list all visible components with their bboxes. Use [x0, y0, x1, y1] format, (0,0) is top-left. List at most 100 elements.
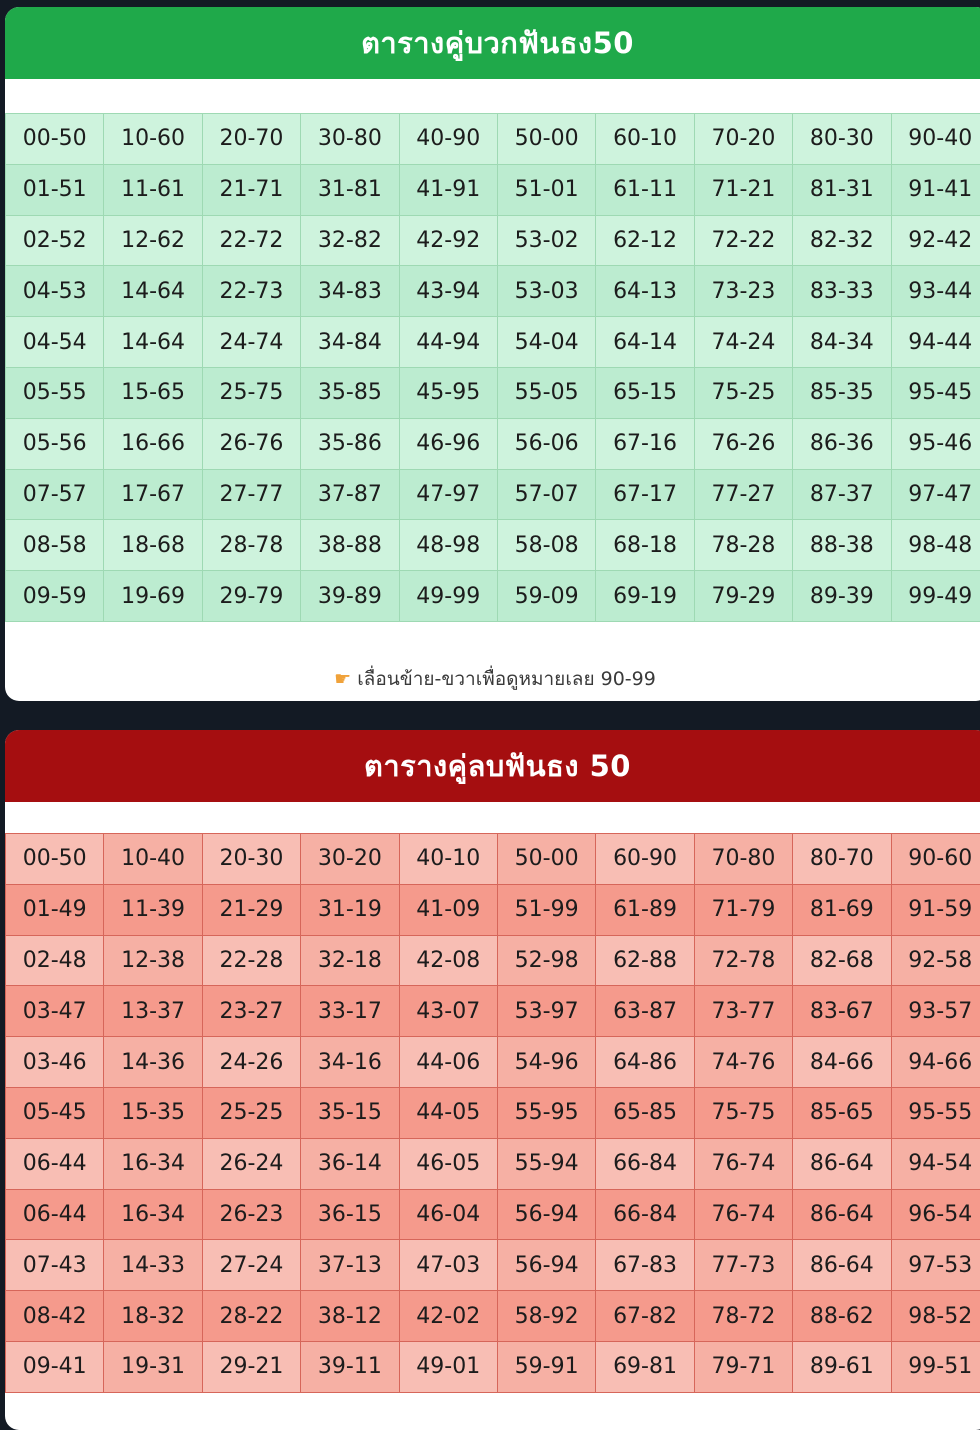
number-pair-cell: 78-28: [694, 520, 792, 571]
number-pair-cell: 00-50: [6, 834, 104, 885]
number-pair-cell: 91-59: [891, 884, 980, 935]
number-pair-cell: 49-01: [399, 1341, 497, 1392]
number-pair-cell: 46-96: [399, 418, 497, 469]
number-pair-cell: 76-74: [694, 1138, 792, 1189]
number-pair-cell: 12-62: [104, 215, 202, 266]
number-pair-cell: 22-73: [202, 266, 300, 317]
number-pair-cell: 35-15: [301, 1087, 399, 1138]
number-pair-cell: 76-26: [694, 418, 792, 469]
number-pair-cell: 61-89: [596, 884, 694, 935]
number-pair-cell: 67-16: [596, 418, 694, 469]
number-pair-cell: 58-08: [497, 520, 595, 571]
number-pair-cell: 56-94: [497, 1189, 595, 1240]
plus-table-title: ตารางคู่บวกฟันธง50: [5, 7, 980, 79]
number-pair-cell: 55-05: [497, 367, 595, 418]
number-pair-cell: 83-67: [793, 986, 891, 1037]
number-pair-cell: 92-42: [891, 215, 980, 266]
number-pair-cell: 28-78: [202, 520, 300, 571]
number-pair-cell: 74-24: [694, 317, 792, 368]
number-pair-cell: 05-55: [6, 367, 104, 418]
number-pair-cell: 18-32: [104, 1291, 202, 1342]
number-pair-cell: 90-40: [891, 114, 980, 165]
number-pair-cell: 73-77: [694, 986, 792, 1037]
number-pair-cell: 03-47: [6, 986, 104, 1037]
number-pair-cell: 00-50: [6, 114, 104, 165]
number-pair-cell: 06-44: [6, 1189, 104, 1240]
number-pair-cell: 21-71: [202, 164, 300, 215]
number-pair-cell: 70-80: [694, 834, 792, 885]
number-pair-cell: 44-05: [399, 1087, 497, 1138]
number-pair-cell: 64-86: [596, 1037, 694, 1088]
number-pair-cell: 45-95: [399, 367, 497, 418]
number-pair-cell: 97-47: [891, 469, 980, 520]
number-pair-cell: 62-88: [596, 935, 694, 986]
number-pair-cell: 72-22: [694, 215, 792, 266]
number-pair-cell: 96-54: [891, 1189, 980, 1240]
number-pair-cell: 53-97: [497, 986, 595, 1037]
number-pair-cell: 19-31: [104, 1341, 202, 1392]
number-pair-cell: 16-34: [104, 1189, 202, 1240]
number-pair-cell: 43-07: [399, 986, 497, 1037]
number-pair-cell: 03-46: [6, 1037, 104, 1088]
number-pair-cell: 75-25: [694, 367, 792, 418]
number-pair-cell: 20-30: [202, 834, 300, 885]
number-pair-cell: 50-00: [497, 114, 595, 165]
number-pair-cell: 30-80: [301, 114, 399, 165]
number-pair-cell: 16-66: [104, 418, 202, 469]
number-pair-cell: 14-33: [104, 1240, 202, 1291]
number-pair-cell: 67-17: [596, 469, 694, 520]
number-pair-cell: 11-61: [104, 164, 202, 215]
number-pair-cell: 69-19: [596, 571, 694, 622]
number-pair-cell: 29-21: [202, 1341, 300, 1392]
number-pair-cell: 77-27: [694, 469, 792, 520]
number-pair-cell: 51-99: [497, 884, 595, 935]
number-pair-cell: 46-05: [399, 1138, 497, 1189]
number-pair-cell: 32-18: [301, 935, 399, 986]
number-pair-cell: 07-57: [6, 469, 104, 520]
number-pair-cell: 10-60: [104, 114, 202, 165]
number-pair-cell: 34-84: [301, 317, 399, 368]
number-pair-cell: 91-41: [891, 164, 980, 215]
number-pair-cell: 36-14: [301, 1138, 399, 1189]
number-pair-cell: 14-64: [104, 317, 202, 368]
number-pair-cell: 55-95: [497, 1087, 595, 1138]
number-pair-cell: 87-37: [793, 469, 891, 520]
number-pair-cell: 70-20: [694, 114, 792, 165]
number-pair-cell: 74-76: [694, 1037, 792, 1088]
number-pair-cell: 54-04: [497, 317, 595, 368]
number-pair-cell: 47-97: [399, 469, 497, 520]
number-pair-cell: 14-36: [104, 1037, 202, 1088]
number-pair-cell: 11-39: [104, 884, 202, 935]
number-pair-cell: 78-72: [694, 1291, 792, 1342]
number-pair-cell: 95-45: [891, 367, 980, 418]
number-pair-cell: 34-16: [301, 1037, 399, 1088]
number-pair-cell: 61-11: [596, 164, 694, 215]
number-pair-cell: 67-83: [596, 1240, 694, 1291]
number-pair-cell: 44-06: [399, 1037, 497, 1088]
number-pair-cell: 99-49: [891, 571, 980, 622]
number-pair-cell: 35-85: [301, 367, 399, 418]
number-pair-cell: 60-90: [596, 834, 694, 885]
number-pair-cell: 35-86: [301, 418, 399, 469]
number-pair-cell: 24-26: [202, 1037, 300, 1088]
number-pair-cell: 84-34: [793, 317, 891, 368]
number-pair-cell: 47-03: [399, 1240, 497, 1291]
number-pair-cell: 04-54: [6, 317, 104, 368]
number-pair-cell: 39-11: [301, 1341, 399, 1392]
number-pair-cell: 81-69: [793, 884, 891, 935]
scroll-hint: ☛เลื่อนข้าย-ขวาเพื่อดูหมายเลย 90-99: [5, 664, 980, 694]
number-pair-cell: 69-81: [596, 1341, 694, 1392]
number-pair-cell: 64-13: [596, 266, 694, 317]
number-pair-cell: 41-91: [399, 164, 497, 215]
number-pair-cell: 21-29: [202, 884, 300, 935]
number-pair-cell: 06-44: [6, 1138, 104, 1189]
number-pair-cell: 13-37: [104, 986, 202, 1037]
number-pair-cell: 53-03: [497, 266, 595, 317]
